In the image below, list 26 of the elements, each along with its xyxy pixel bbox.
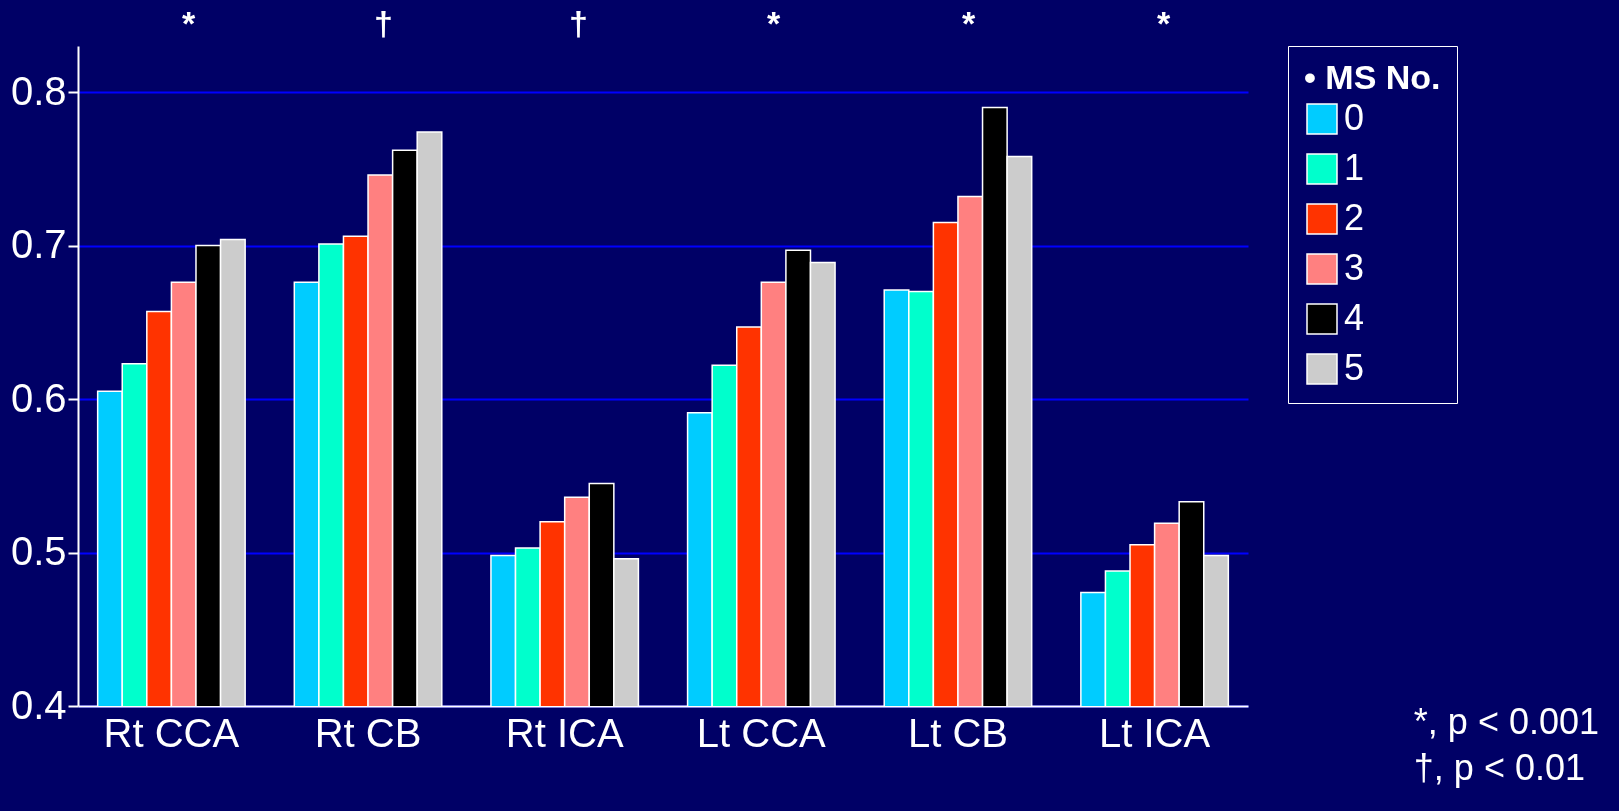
text: †, p < 0.01 <box>1413 746 1586 790</box>
text: *, p < 0.001 <box>1413 700 1599 744</box>
legend-title: • MS No. <box>1304 58 1441 96</box>
legend-label: 0 <box>1344 97 1365 138</box>
x-tick-label: Lt CCA <box>696 710 827 755</box>
x-tick-label: Lt CB <box>907 710 1008 755</box>
y-tick-label: 0.8 <box>10 68 67 113</box>
x-tick-label: Rt CB <box>314 710 422 755</box>
text: * <box>1155 4 1172 43</box>
text: * <box>765 4 782 43</box>
legend-label: 1 <box>1344 147 1365 188</box>
x-tick-label: Rt ICA <box>505 710 624 755</box>
y-tick-label: 0.4 <box>10 682 67 727</box>
legend-label: 2 <box>1344 197 1365 238</box>
text: * <box>180 4 197 43</box>
text: † <box>568 4 589 43</box>
y-tick-label: 0.7 <box>10 222 67 267</box>
legend-label: 3 <box>1344 247 1365 288</box>
x-tick-label: Rt CCA <box>103 710 240 755</box>
y-tick-label: 0.6 <box>10 375 67 420</box>
legend-label: 5 <box>1344 347 1365 388</box>
x-tick-label: Lt ICA <box>1099 710 1211 755</box>
text: † <box>373 4 394 43</box>
y-tick-label: 0.5 <box>10 529 67 574</box>
text: * <box>960 4 977 43</box>
legend-label: 4 <box>1344 297 1365 338</box>
